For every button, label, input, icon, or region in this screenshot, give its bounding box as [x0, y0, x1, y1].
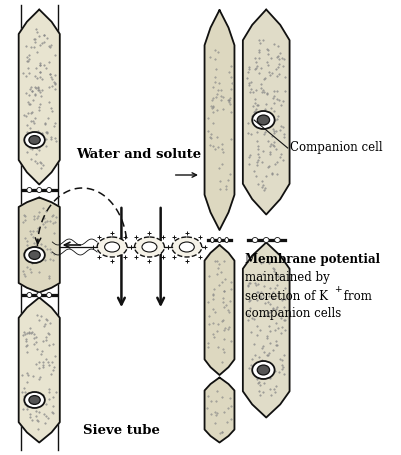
Ellipse shape — [142, 242, 156, 252]
Text: maintained by: maintained by — [244, 272, 329, 284]
Polygon shape — [204, 10, 234, 230]
Ellipse shape — [134, 237, 164, 257]
Ellipse shape — [47, 293, 51, 298]
Text: Sieve tube: Sieve tube — [83, 424, 160, 436]
Ellipse shape — [172, 237, 201, 257]
Ellipse shape — [210, 238, 214, 243]
Ellipse shape — [251, 238, 257, 243]
Ellipse shape — [29, 395, 40, 404]
Polygon shape — [18, 10, 60, 184]
Text: Companion cell: Companion cell — [289, 142, 381, 155]
Ellipse shape — [29, 251, 40, 259]
Ellipse shape — [257, 115, 269, 125]
Ellipse shape — [36, 293, 42, 298]
Ellipse shape — [257, 365, 269, 375]
Text: companion cells: companion cells — [244, 308, 340, 320]
Polygon shape — [18, 197, 60, 293]
Ellipse shape — [97, 237, 127, 257]
Ellipse shape — [251, 361, 274, 379]
Ellipse shape — [179, 242, 194, 252]
Text: from: from — [339, 289, 371, 303]
Polygon shape — [204, 245, 234, 375]
Ellipse shape — [27, 293, 32, 298]
Ellipse shape — [24, 132, 45, 148]
Ellipse shape — [224, 238, 228, 243]
Ellipse shape — [24, 247, 45, 263]
Polygon shape — [18, 298, 60, 443]
Ellipse shape — [36, 187, 42, 192]
Ellipse shape — [47, 187, 51, 192]
Text: secretion of K: secretion of K — [244, 289, 327, 303]
Polygon shape — [242, 10, 289, 214]
Ellipse shape — [274, 238, 279, 243]
Ellipse shape — [104, 242, 119, 252]
Text: +: + — [334, 285, 341, 294]
Polygon shape — [204, 378, 234, 443]
Text: Water and solute: Water and solute — [75, 148, 200, 162]
Ellipse shape — [217, 238, 221, 243]
Ellipse shape — [24, 392, 45, 408]
Text: Membrane potential: Membrane potential — [244, 253, 379, 267]
Ellipse shape — [251, 111, 274, 129]
Ellipse shape — [29, 136, 40, 144]
Ellipse shape — [263, 238, 268, 243]
Ellipse shape — [27, 187, 32, 192]
Polygon shape — [242, 243, 289, 418]
